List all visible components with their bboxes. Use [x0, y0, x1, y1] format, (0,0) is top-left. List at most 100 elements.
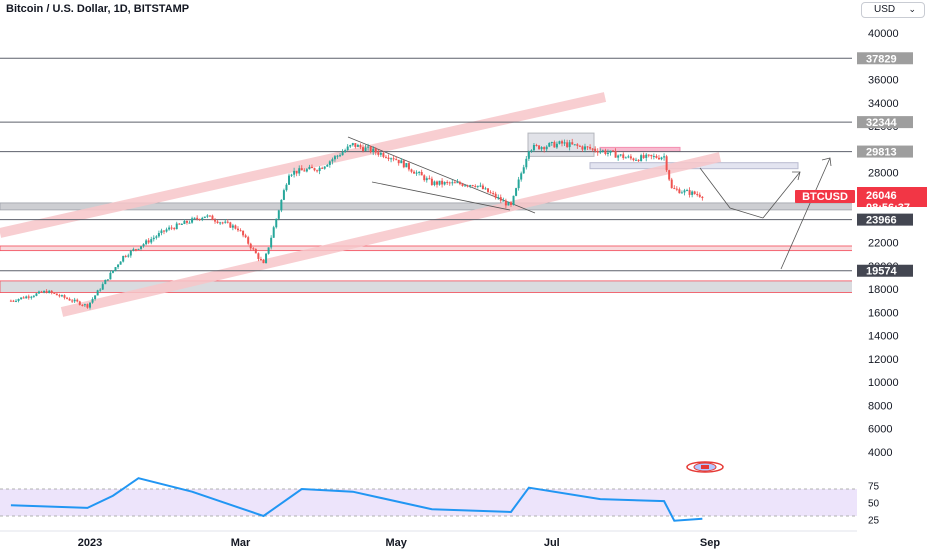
- candle-body: [438, 180, 441, 185]
- candle-body: [665, 156, 668, 171]
- tradingview-logo-icon: [686, 461, 724, 473]
- candle-body: [285, 184, 288, 191]
- level-tag-bg: [857, 264, 913, 277]
- candle-body: [474, 186, 477, 188]
- candle-body: [563, 142, 566, 144]
- candle-body: [525, 158, 528, 168]
- candle-body: [571, 142, 574, 145]
- candle-body: [219, 222, 222, 224]
- candle-body: [168, 227, 171, 230]
- candle-body: [145, 240, 148, 245]
- candle-body: [420, 171, 423, 176]
- candle-body: [441, 180, 444, 185]
- candle-body: [650, 154, 653, 157]
- candle-body: [305, 169, 308, 172]
- candle-body: [12, 300, 15, 302]
- candle-body: [507, 202, 510, 206]
- candle-body: [173, 228, 176, 230]
- candle-body: [272, 227, 275, 238]
- candle-body: [244, 235, 247, 238]
- rsi-tick-label: 50: [868, 499, 880, 510]
- candle-body: [461, 184, 464, 186]
- candle-body: [367, 146, 370, 148]
- candle-body: [229, 222, 232, 228]
- candle-body: [384, 156, 387, 158]
- candle-body: [147, 240, 150, 243]
- candle-body: [86, 304, 89, 308]
- candle-body: [668, 170, 671, 180]
- candle-body: [89, 302, 91, 308]
- candle-body: [568, 142, 571, 148]
- candle-body: [645, 154, 648, 158]
- candle-body: [606, 152, 609, 154]
- candle-body: [101, 284, 104, 290]
- candle-body: [578, 145, 581, 147]
- level-tag-label: 23966: [866, 215, 897, 227]
- price-tick-label: 14000: [868, 331, 899, 343]
- candle-body: [555, 143, 558, 148]
- candle-body: [162, 230, 165, 232]
- candle-body: [369, 146, 372, 153]
- candle-body: [111, 270, 114, 273]
- candle-body: [170, 227, 173, 229]
- candle-body: [433, 181, 436, 185]
- time-tick-label: Mar: [231, 537, 251, 549]
- candle-body: [351, 143, 354, 146]
- candle-body: [504, 200, 507, 206]
- price-tick-label: 40000: [868, 28, 899, 40]
- candle-body: [520, 173, 523, 180]
- candle-body: [663, 156, 666, 158]
- candle-body: [599, 151, 602, 153]
- candle-body: [30, 296, 33, 298]
- candle-body: [637, 159, 640, 162]
- currency-button[interactable]: USD ⌄: [861, 2, 925, 18]
- candle-body: [612, 150, 615, 152]
- candle-body: [20, 297, 23, 300]
- candle-body: [106, 279, 109, 281]
- lower-channel-band: [60, 152, 722, 317]
- consolidation-box: [527, 132, 595, 157]
- candle-body: [548, 142, 551, 147]
- candle-body: [300, 168, 303, 171]
- candle-body: [37, 291, 40, 294]
- candle-body: [150, 239, 153, 243]
- candle-body: [224, 221, 227, 223]
- candle-body: [670, 179, 673, 189]
- candle-body: [372, 148, 375, 153]
- rsi-line: [10, 477, 703, 522]
- candle-body: [267, 247, 270, 254]
- candle-body: [464, 185, 467, 187]
- candle-body: [117, 264, 120, 268]
- candle-body: [413, 171, 416, 174]
- candle-body: [688, 190, 691, 195]
- candle-body: [275, 218, 278, 228]
- rsi-axis: 75 50 25: [868, 482, 880, 527]
- candle-body: [693, 191, 696, 195]
- candle-body: [127, 255, 130, 257]
- candle-body: [17, 299, 20, 301]
- candle-body: [262, 259, 265, 264]
- candle-body: [81, 304, 84, 306]
- candle-body: [535, 144, 538, 146]
- time-tick-label: Sep: [700, 537, 720, 549]
- candle-body: [193, 217, 196, 219]
- candle-body: [48, 290, 51, 293]
- candle-body: [502, 200, 505, 202]
- candle-body: [410, 169, 413, 172]
- candle-body: [280, 199, 283, 211]
- wedge-lower-line: [371, 181, 511, 211]
- price-tick-label: 8000: [868, 400, 892, 412]
- candle-body: [686, 190, 689, 192]
- candle-body: [558, 141, 561, 144]
- level-tag-bg: [857, 145, 913, 158]
- price-tick-label: 18000: [868, 284, 899, 296]
- candle-body: [53, 292, 56, 294]
- candle-body: [492, 193, 495, 195]
- candle-body: [617, 155, 620, 158]
- time-axis[interactable]: 2023 Mar May Jul Sep: [78, 537, 721, 549]
- candle-body: [701, 196, 704, 199]
- candle-body: [134, 249, 137, 251]
- candle-body: [50, 290, 53, 293]
- time-tick-label: 2023: [78, 537, 102, 549]
